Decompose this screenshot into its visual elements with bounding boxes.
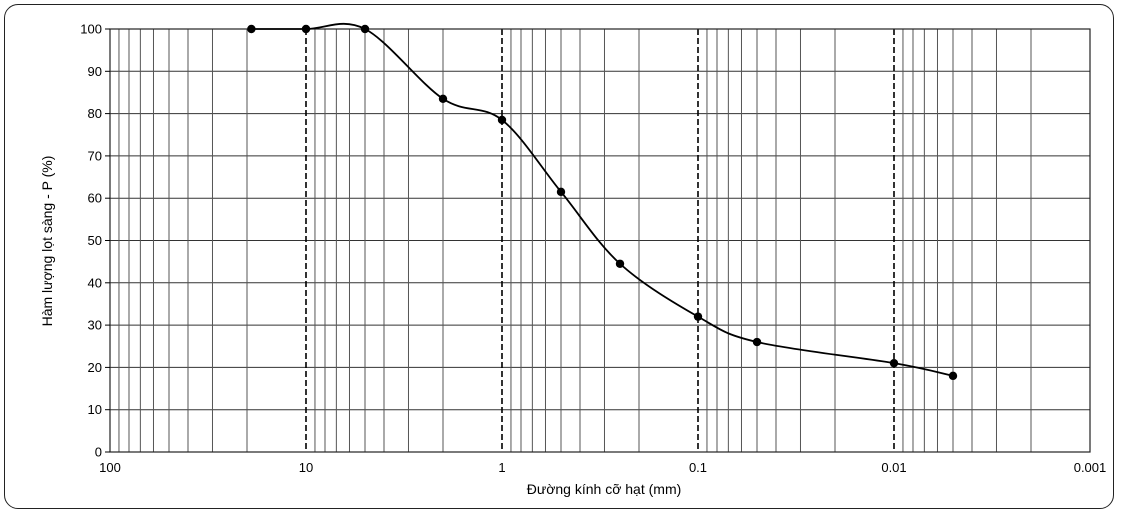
data-point bbox=[497, 115, 507, 125]
y-tick-label: 60 bbox=[88, 191, 102, 206]
y-tick-label: 30 bbox=[88, 318, 102, 333]
y-tick-label: 50 bbox=[88, 233, 102, 248]
y-tick-label: 20 bbox=[88, 360, 102, 375]
data-point bbox=[889, 358, 899, 368]
x-tick-label: 0.001 bbox=[1074, 460, 1107, 475]
series-line bbox=[251, 22, 954, 377]
data-point bbox=[438, 94, 448, 103]
chart-frame bbox=[4, 4, 1114, 509]
x-axis-title: Đường kính cỡ hạt (mm) bbox=[527, 481, 682, 497]
y-tick-label: 10 bbox=[88, 402, 102, 417]
y-tick-label: 0 bbox=[95, 445, 102, 460]
x-tick-label: 100 bbox=[99, 460, 121, 475]
y-axis-title: Hàm lượng lọt sàng - P (%) bbox=[39, 156, 55, 327]
x-tick-label: 0.1 bbox=[689, 460, 707, 475]
data-point bbox=[247, 24, 256, 34]
data-point bbox=[948, 371, 958, 381]
data-point bbox=[556, 187, 566, 197]
y-tick-label: 40 bbox=[88, 275, 102, 290]
data-point bbox=[752, 337, 762, 347]
data-point bbox=[301, 24, 311, 34]
major-gridlines bbox=[305, 29, 895, 452]
data-point bbox=[360, 24, 370, 34]
x-tick-label: 0.01 bbox=[881, 460, 906, 475]
y-tick-label: 70 bbox=[88, 148, 102, 163]
data-point bbox=[693, 312, 703, 321]
y-tick-label: 90 bbox=[88, 64, 102, 79]
x-axis-ticks: 100 10 1 0.1 0.01 0.001 bbox=[99, 460, 1106, 475]
y-tick-label: 100 bbox=[80, 22, 102, 37]
data-point bbox=[615, 259, 625, 268]
x-tick-label: 1 bbox=[498, 460, 505, 475]
y-axis-ticks: 0 10 20 30 40 50 60 70 80 90 100 bbox=[80, 22, 110, 460]
minor-gridlines bbox=[110, 28, 1090, 453]
y-tick-label: 80 bbox=[88, 106, 102, 121]
series-layer bbox=[247, 22, 958, 381]
x-tick-label: 10 bbox=[299, 460, 313, 475]
